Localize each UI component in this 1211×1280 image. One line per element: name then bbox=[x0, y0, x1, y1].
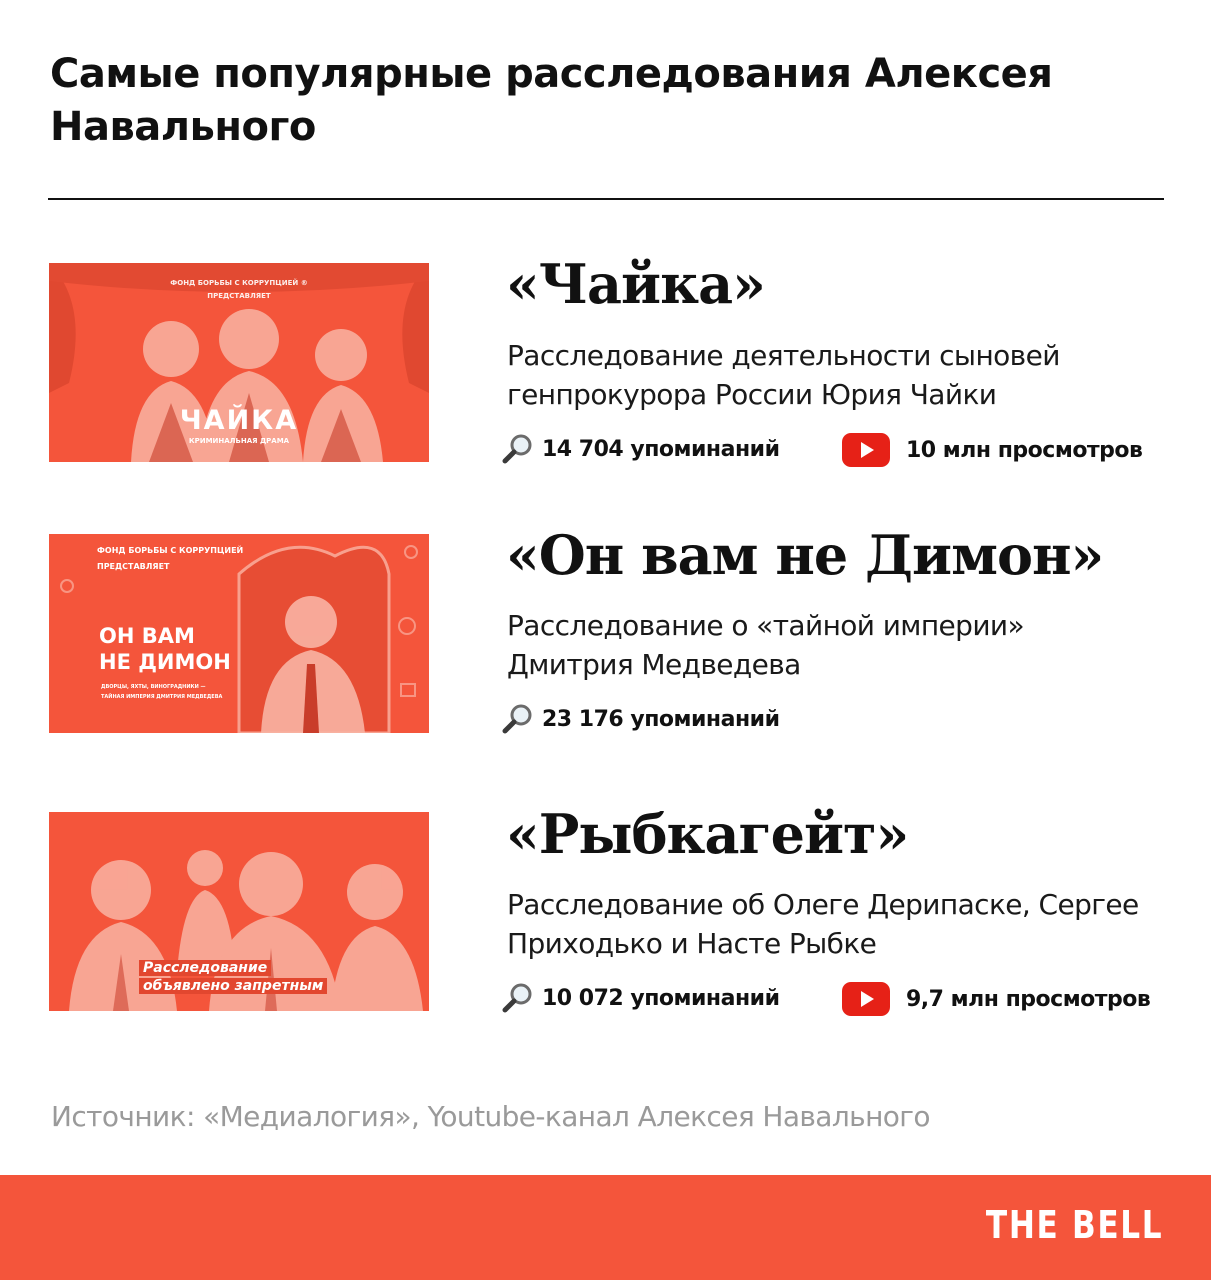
thumb-subline-line2: ТАЙНАЯ ИМПЕРИЯ ДМИТРИЯ МЕДВЕДЕВА bbox=[101, 694, 223, 700]
thumb-presenter-text: ФОНД БОРЬБЫ С КОРРУПЦИЕЙ ® bbox=[170, 279, 308, 287]
investigation-title: «Чайка» bbox=[506, 252, 766, 316]
thumb-caption-line2: объявлено запретным bbox=[139, 978, 328, 994]
title-divider bbox=[48, 198, 1164, 200]
thumb-presenter-text: ФОНД БОРЬБЫ С КОРРУПЦИЕЙ bbox=[97, 546, 244, 555]
investigation-description: Расследование деятельности сыновей генпр… bbox=[507, 339, 1060, 411]
footer-bar: THE BELL bbox=[0, 1175, 1211, 1280]
views-count: 10 млн просмотров bbox=[906, 437, 1143, 463]
views-count: 9,7 млн просмотров bbox=[906, 986, 1151, 1012]
investigation-description: Расследование об Олеге Дерипаске, Сергее… bbox=[507, 888, 1139, 960]
investigation-title: «Рыбкагейт» bbox=[506, 802, 909, 866]
mentions-count: 10 072 упоминаний bbox=[542, 985, 780, 1011]
investigation-title: «Он вам не Димон» bbox=[506, 523, 1104, 587]
brand-logo[interactable]: THE BELL bbox=[985, 1203, 1163, 1247]
youtube-icon bbox=[842, 982, 890, 1016]
thumb-headline-line1: ОН ВАМ bbox=[99, 624, 195, 648]
dimon-thumbnail-art bbox=[49, 534, 429, 733]
views-stat: 9,7 млн просмотров bbox=[842, 982, 1151, 1016]
rybkagate-thumbnail[interactable]: Расследование объявлено запретным bbox=[49, 812, 429, 1011]
thumb-subline-line1: ДВОРЦЫ, ЯХТЫ, ВИНОГРАДНИКИ — bbox=[101, 684, 206, 690]
mentions-stat: 10 072 упоминаний bbox=[502, 982, 780, 1014]
thumb-headline-line2: НЕ ДИМОН bbox=[99, 650, 231, 674]
mentions-stat: 14 704 упоминаний bbox=[502, 433, 780, 465]
thumb-presents-text: ПРЕДСТАВЛЯЕТ bbox=[97, 562, 170, 571]
youtube-icon bbox=[842, 433, 890, 467]
views-stat: 10 млн просмотров bbox=[842, 433, 1143, 467]
rybkagate-thumbnail-art bbox=[49, 812, 429, 1011]
chaika-thumbnail[interactable]: ФОНД БОРЬБЫ С КОРРУПЦИЕЙ ® ПРЕДСТАВЛЯЕТ … bbox=[49, 263, 429, 462]
thumb-presents-text: ПРЕДСТАВЛЯЕТ bbox=[207, 292, 271, 300]
magnifier-icon bbox=[502, 703, 534, 735]
mentions-count: 23 176 упоминаний bbox=[542, 706, 780, 732]
magnifier-icon bbox=[502, 433, 534, 465]
thumb-headline: ЧАЙКА bbox=[179, 405, 299, 436]
source-note: Источник: «Медиалогия», Youtube-канал Ал… bbox=[51, 1100, 931, 1133]
magnifier-icon bbox=[502, 982, 534, 1014]
page-title: Самые популярные расследования Алексея Н… bbox=[50, 51, 1053, 150]
mentions-stat: 23 176 упоминаний bbox=[502, 703, 780, 735]
investigation-description: Расследование о «тайной империи» Дмитрия… bbox=[507, 609, 1025, 681]
dimon-thumbnail[interactable]: ФОНД БОРЬБЫ С КОРРУПЦИЕЙ ПРЕДСТАВЛЯЕТ ОН… bbox=[49, 534, 429, 733]
thumb-subline: КРИМИНАЛЬНАЯ ДРАМА bbox=[188, 437, 290, 445]
thumb-caption-line1: Расследование bbox=[139, 960, 272, 976]
chaika-thumbnail-art bbox=[49, 263, 429, 462]
mentions-count: 14 704 упоминаний bbox=[542, 436, 780, 462]
